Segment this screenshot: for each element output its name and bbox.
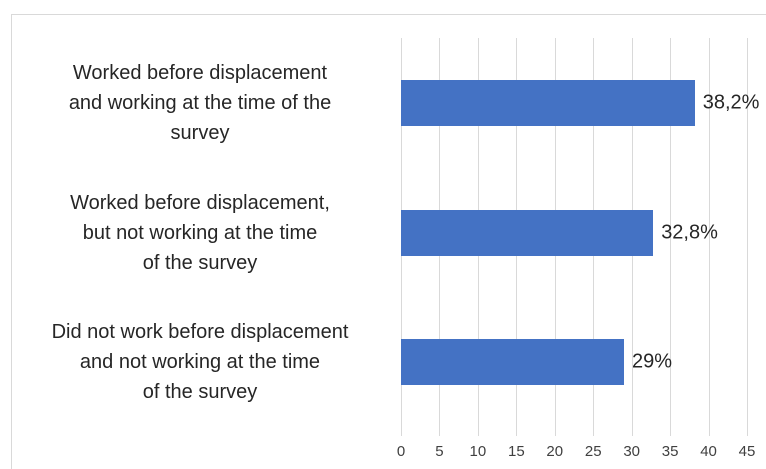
bar xyxy=(401,339,624,385)
grid-line xyxy=(747,38,748,436)
x-tick-label: 5 xyxy=(435,443,444,460)
chart-frame xyxy=(11,14,766,469)
data-label: 32,8% xyxy=(661,221,718,244)
data-label: 29% xyxy=(631,350,672,373)
data-label: 38,2% xyxy=(702,91,760,114)
x-tick-label: 10 xyxy=(469,443,487,460)
x-tick-label: 30 xyxy=(623,443,640,460)
bar xyxy=(401,210,654,256)
x-tick-label: 25 xyxy=(584,443,602,460)
x-tick-label: 40 xyxy=(700,443,717,460)
x-tick-label: 15 xyxy=(507,443,525,460)
y-tick-label: Worked before displacement, but not work… xyxy=(70,192,330,274)
y-tick-label: Did not work before displacement and not… xyxy=(51,321,349,403)
grid-line xyxy=(670,38,672,436)
y-tick-label: Worked before displacement and working a… xyxy=(68,62,332,144)
bar xyxy=(401,80,695,126)
grid-line xyxy=(708,38,710,436)
x-tick-label: 45 xyxy=(738,443,756,460)
x-tick-label: 35 xyxy=(661,443,679,460)
x-tick-label: 20 xyxy=(546,443,564,460)
x-tick-label: 0 xyxy=(396,443,406,460)
